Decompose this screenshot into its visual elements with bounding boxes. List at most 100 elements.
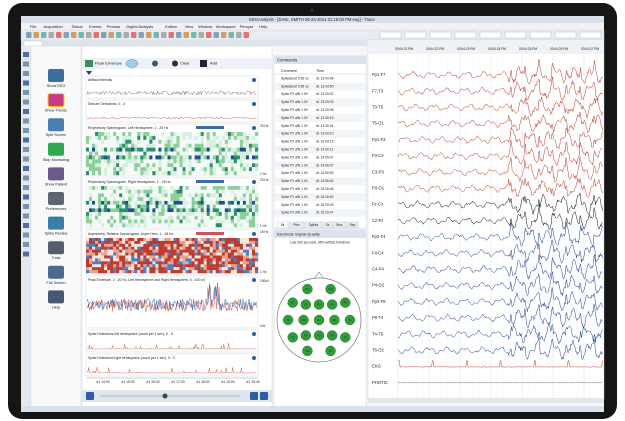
sidebar-button-label[interactable]: Split Screen xyxy=(46,133,66,137)
toolbar-field[interactable] xyxy=(379,31,402,39)
toolbar-button[interactable] xyxy=(228,32,235,38)
comment-text[interactable]: SpikeBurst 0.85 1s xyxy=(281,84,309,88)
electrode[interactable] xyxy=(300,330,312,341)
mini-icon[interactable] xyxy=(23,232,29,238)
mini-icon[interactable] xyxy=(23,194,29,200)
toolbar-field[interactable] xyxy=(504,31,527,39)
panel-settings[interactable] xyxy=(252,126,256,130)
menu-item[interactable]: Digital Analysis xyxy=(126,24,153,29)
mini-icon[interactable] xyxy=(23,175,29,181)
panel-settings[interactable] xyxy=(252,278,256,282)
electrode[interactable] xyxy=(325,345,336,357)
add-icon[interactable] xyxy=(200,60,207,67)
toolbar-field[interactable] xyxy=(479,31,502,39)
comment-time[interactable]: d1 13:43:10 xyxy=(316,132,334,136)
mini-icon[interactable] xyxy=(23,223,29,228)
electrode[interactable] xyxy=(326,330,338,341)
playback-button[interactable] xyxy=(260,392,268,400)
sidebar-button-icon[interactable] xyxy=(48,192,64,205)
toolbar-field[interactable] xyxy=(529,31,552,39)
menu-item[interactable]: View xyxy=(185,24,194,29)
toolbar-button[interactable] xyxy=(101,32,107,38)
toolbar-button[interactable] xyxy=(131,32,137,38)
comments-tab[interactable] xyxy=(322,221,333,229)
electrode[interactable] xyxy=(300,299,312,310)
comment-text[interactable]: Spike P2 afN 1.00 xyxy=(281,179,308,183)
comment-text[interactable]: Spike P2 afN 1.00 xyxy=(281,195,308,199)
toolbar-button[interactable] xyxy=(183,32,190,38)
toolbar-button[interactable] xyxy=(221,32,227,38)
menu-item[interactable]: Workspace xyxy=(216,24,237,29)
toolbar-button[interactable] xyxy=(93,32,100,38)
menu-item[interactable]: Persyst xyxy=(240,24,254,29)
electrode[interactable] xyxy=(329,314,340,326)
electrode[interactable] xyxy=(313,314,325,326)
sidebar-button-icon[interactable] xyxy=(48,241,64,255)
toolbar-button[interactable] xyxy=(138,32,145,38)
mini-icon[interactable] xyxy=(23,61,29,67)
toolbar-button[interactable] xyxy=(206,32,212,38)
comment-time[interactable]: d1 13:29:02 xyxy=(316,92,334,96)
tab[interactable] xyxy=(23,40,43,47)
comment-time[interactable]: d1 14:00:11 xyxy=(316,147,333,151)
toolbar-button[interactable] xyxy=(153,32,160,38)
menu-item[interactable]: Status xyxy=(72,24,83,29)
mini-icon[interactable] xyxy=(23,156,29,162)
sidebar-button-label[interactable]: Preferences xyxy=(46,207,67,211)
comment-time[interactable]: d1 15:29:29 xyxy=(316,203,334,207)
electrode[interactable] xyxy=(313,330,325,341)
mini-icon[interactable] xyxy=(23,52,29,57)
electrode[interactable] xyxy=(287,297,298,308)
mini-icon[interactable] xyxy=(23,80,29,86)
mini-icon[interactable] xyxy=(23,242,29,247)
electrode[interactable] xyxy=(302,283,313,295)
electrode[interactable] xyxy=(326,299,338,310)
comment-time[interactable]: d1 15:29:47 xyxy=(316,211,334,215)
toolbar-button[interactable] xyxy=(161,32,167,38)
playback-thumb[interactable] xyxy=(162,393,168,399)
sidebar-button-icon[interactable] xyxy=(48,216,64,230)
trend-icon[interactable] xyxy=(85,60,93,67)
menu-item[interactable]: File xyxy=(30,24,37,29)
sidebar-button-label[interactable]: Full Screen xyxy=(46,281,65,285)
mini-icon[interactable] xyxy=(23,99,29,105)
comment-text[interactable]: Spike P2 afN 1.00 xyxy=(281,211,308,215)
comments-tab-label[interactable]: Sz xyxy=(326,223,330,227)
electrode[interactable] xyxy=(282,314,294,326)
playback-button[interactable] xyxy=(250,392,258,400)
comment-text[interactable]: SpikeBurst 0.89 1s xyxy=(281,76,309,80)
comments-tab-label[interactable]: Pttrn xyxy=(293,223,300,227)
mini-icon[interactable] xyxy=(23,90,29,95)
comment-time[interactable]: d1 13:30:19 xyxy=(316,116,334,120)
comment-text[interactable]: Spike P2 afN 1.00 xyxy=(281,140,308,144)
comments-tab-label[interactable]: Spikes xyxy=(309,223,319,227)
toolbar-field[interactable] xyxy=(454,31,477,39)
toolbar-button[interactable] xyxy=(116,32,122,38)
toolbar-button[interactable] xyxy=(41,32,47,38)
comment-text[interactable]: Spike P2 afN 1.00 xyxy=(281,171,308,175)
mini-icon[interactable] xyxy=(23,204,29,209)
sidebar-button-icon[interactable] xyxy=(48,69,64,82)
toolbar-button[interactable] xyxy=(63,32,70,38)
menu-item[interactable]: Window xyxy=(198,24,212,29)
menu-item[interactable]: Edition xyxy=(165,24,177,29)
toolbar-button[interactable] xyxy=(78,32,85,38)
comment-text[interactable]: Spike P2 afN 1.00 xyxy=(281,163,308,167)
electrode[interactable] xyxy=(340,297,351,308)
electrode[interactable] xyxy=(325,283,336,295)
electrode[interactable] xyxy=(313,299,325,310)
sidebar-button-icon[interactable] xyxy=(48,290,64,304)
clear-button[interactable]: Clear xyxy=(180,61,190,66)
toolbar-button[interactable] xyxy=(198,32,205,38)
sidebar-button-label[interactable]: Help xyxy=(52,305,60,309)
panel-settings[interactable] xyxy=(252,232,256,236)
toolbar-field[interactable] xyxy=(554,31,577,39)
comments-tab-label[interactable]: Rep xyxy=(350,223,356,227)
toolbar-button[interactable] xyxy=(168,32,175,38)
comment-text[interactable]: Spike P2 afN 1.00 xyxy=(281,187,308,191)
sidebar-button-icon[interactable] xyxy=(48,265,64,279)
clear-icon[interactable] xyxy=(172,60,178,67)
sidebar-button-label[interactable]: Tools xyxy=(52,256,61,260)
mini-icon[interactable] xyxy=(23,118,29,124)
comment-time[interactable]: d1 14:05:07 xyxy=(316,155,334,159)
